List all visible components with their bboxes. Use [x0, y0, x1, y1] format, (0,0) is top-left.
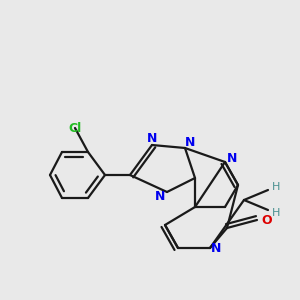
Text: Cl: Cl [68, 122, 82, 134]
Text: H: H [272, 208, 280, 218]
Text: H: H [272, 182, 280, 192]
Text: N: N [185, 136, 195, 149]
Text: N: N [147, 131, 157, 145]
Text: N: N [227, 152, 237, 164]
Text: N: N [155, 190, 165, 203]
Text: O: O [262, 214, 272, 226]
Text: N: N [211, 242, 221, 254]
